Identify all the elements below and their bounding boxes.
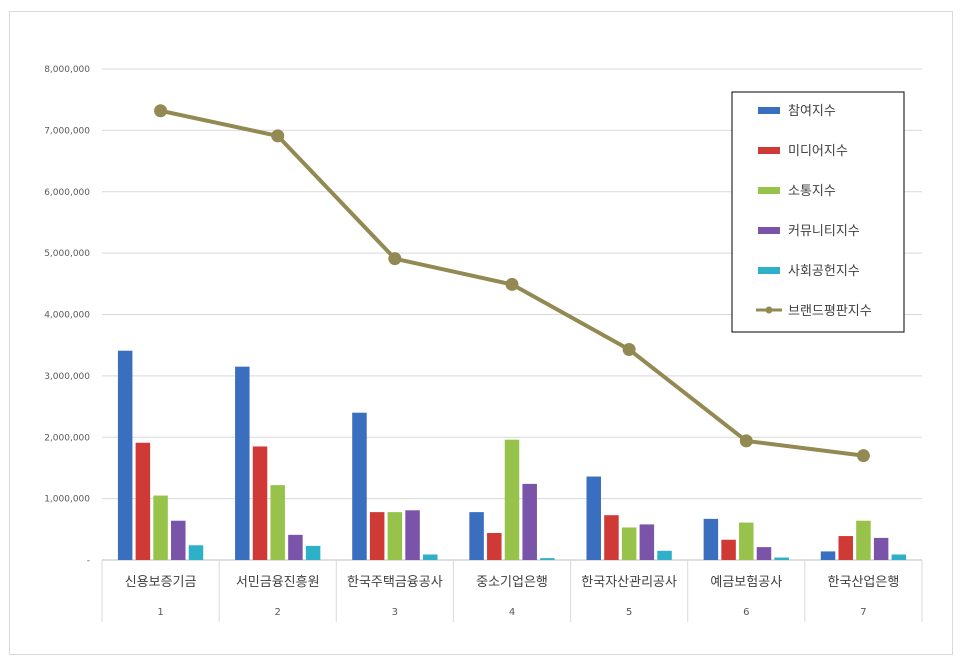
x-tick-label: 예금보험공사 <box>710 575 782 590</box>
x-index-label: 4 <box>509 607 515 618</box>
bar <box>540 558 555 560</box>
bar <box>604 515 619 560</box>
bar <box>153 495 168 560</box>
line-point <box>856 449 870 463</box>
bar <box>387 512 403 560</box>
bar <box>838 536 853 560</box>
x-tick-label: 신용보증기금 <box>125 575 197 590</box>
line-series <box>154 104 870 463</box>
legend-swatch <box>758 227 780 234</box>
bar <box>820 551 836 560</box>
bar <box>504 439 520 560</box>
bar <box>586 476 601 560</box>
bar <box>721 539 736 560</box>
bar <box>657 550 672 560</box>
bar <box>171 520 186 560</box>
legend-swatch <box>758 107 780 114</box>
bar <box>135 442 151 560</box>
x-index-label: 1 <box>157 607 163 618</box>
x-tick-label: 한국주택금융공사 <box>347 575 443 590</box>
bar <box>469 512 484 560</box>
y-tick-label: 1,000,000 <box>44 495 90 505</box>
x-index-label: 6 <box>743 607 749 618</box>
legend-label: 미디어지수 <box>788 144 848 159</box>
bar <box>739 522 754 560</box>
x-axis: 신용보증기금 1 서민금융진흥원 2 한국주택금융공사 3 중소기업은행 4 한국자산관리공사 5… <box>101 559 923 622</box>
legend-box <box>731 91 905 333</box>
bar <box>621 527 637 560</box>
chart-svg: - 1,000,000 2,000,000 3,000,000 4,000,000 5,0… <box>44 65 923 622</box>
line-point <box>505 277 519 291</box>
x-tick-label: 서민금융진흥원 <box>236 575 320 590</box>
legend-marker <box>765 306 773 314</box>
legend-label: 브랜드평판지수 <box>788 304 872 319</box>
bars <box>117 350 907 560</box>
legend-swatch <box>758 267 780 274</box>
legend-label: 사회공헌지수 <box>788 264 860 279</box>
bar <box>270 485 285 560</box>
bar <box>352 412 367 560</box>
line-point <box>388 252 402 266</box>
bar <box>522 483 537 560</box>
y-tick-label: - <box>87 556 90 566</box>
bar <box>703 518 719 560</box>
bar <box>405 510 420 560</box>
line-point <box>154 104 168 118</box>
legend-label: 커뮤니티지수 <box>788 224 860 239</box>
y-axis: - 1,000,000 2,000,000 3,000,000 4,000,000 5,0… <box>44 65 90 566</box>
legend-swatch <box>758 147 780 154</box>
chart-frame: - 1,000,000 2,000,000 3,000,000 4,000,000 5,0… <box>9 11 953 655</box>
bar <box>891 554 907 560</box>
bar <box>873 537 889 560</box>
legend-label: 참여지수 <box>788 104 836 119</box>
x-index-label: 5 <box>626 607 632 618</box>
legend-swatch <box>758 187 780 194</box>
y-tick-label: 8,000,000 <box>44 65 90 75</box>
y-tick-label: 4,000,000 <box>44 311 90 321</box>
y-tick-label: 5,000,000 <box>44 249 90 259</box>
line-point <box>622 342 636 356</box>
bar <box>756 547 772 560</box>
y-tick-label: 6,000,000 <box>44 188 90 198</box>
x-tick-label: 한국자산관리공사 <box>581 575 677 590</box>
line-point <box>271 129 285 143</box>
y-tick-label: 7,000,000 <box>44 126 90 136</box>
bar <box>369 512 385 560</box>
x-index-label: 7 <box>860 607 866 618</box>
bar <box>305 545 321 560</box>
line-point <box>739 434 753 448</box>
bar <box>288 534 303 560</box>
bar <box>252 446 268 560</box>
y-tick-label: 2,000,000 <box>44 433 90 443</box>
x-tick-label: 한국산업은행 <box>828 574 900 590</box>
bar <box>639 524 655 560</box>
bar <box>423 554 438 560</box>
bar <box>117 350 133 560</box>
y-tick-label: 3,000,000 <box>44 372 90 382</box>
bar <box>487 532 502 560</box>
bar <box>774 557 789 560</box>
x-index-label: 3 <box>392 607 398 618</box>
bar <box>235 366 250 560</box>
x-index-label: 2 <box>275 607 281 618</box>
legend-label: 소통지수 <box>788 184 836 199</box>
x-tick-label: 중소기업은행 <box>476 574 548 590</box>
bar <box>188 545 204 560</box>
bar <box>856 520 871 560</box>
